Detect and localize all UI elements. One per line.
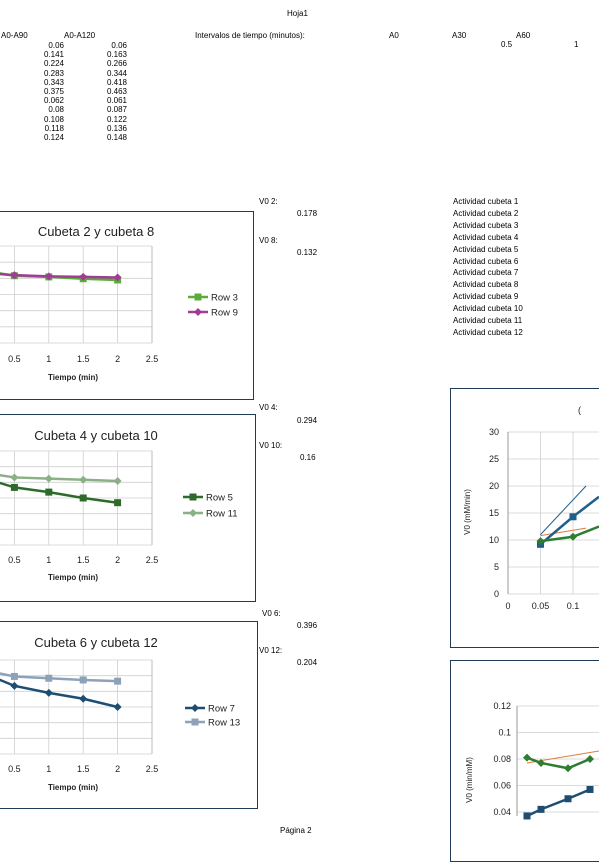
y-tick-label: 0.06: [493, 781, 511, 791]
y-tick-label: 5: [494, 562, 499, 572]
y-tick-label: 0.12: [493, 701, 511, 711]
y-tick-label: 20: [489, 481, 499, 491]
data-point: [45, 689, 53, 697]
data-point: [11, 484, 18, 491]
x-tick-label: 2: [115, 764, 120, 774]
data-point: [10, 682, 18, 690]
y-tick-label: 30: [489, 427, 499, 437]
data-point: [114, 678, 121, 685]
data-point: [524, 812, 531, 819]
x-tick-label: 0.1: [567, 601, 580, 611]
data-point: [114, 703, 122, 711]
data-point: [189, 509, 197, 517]
x-tick-label: 1.5: [77, 764, 90, 774]
data-point: [80, 495, 87, 502]
data-point: [45, 489, 52, 496]
x-tick-label: 0: [505, 601, 510, 611]
data-point: [194, 308, 202, 316]
x-axis-label: Tiempo (min): [48, 783, 98, 792]
data-point: [114, 477, 122, 485]
data-point: [195, 294, 202, 301]
y-tick-label: 10: [489, 535, 499, 545]
legend-label: Row 7: [208, 704, 235, 715]
x-tick-label: 1: [46, 764, 51, 774]
legend-label: Row 3: [211, 293, 238, 304]
data-point: [191, 704, 199, 712]
y-axis-label: V0 (mM/min): [463, 489, 472, 535]
x-axis-label: Tiempo (min): [48, 373, 98, 382]
data-point: [45, 675, 52, 682]
x-tick-label: 1.5: [77, 354, 90, 364]
x-tick-label: 0.5: [8, 555, 21, 565]
x-tick-label: 2.5: [146, 555, 159, 565]
data-point: [570, 513, 577, 520]
data-point: [523, 754, 531, 762]
legend-label: Row 5: [206, 493, 233, 504]
chart-title-fragment: (: [578, 405, 581, 415]
x-tick-label: 2.5: [146, 354, 159, 364]
x-tick-label: 2.5: [146, 764, 159, 774]
x-tick-label: 0.5: [8, 354, 21, 364]
data-point: [569, 533, 577, 541]
x-tick-label: 0.05: [532, 601, 550, 611]
x-tick-label: 2: [115, 555, 120, 565]
x-axis-label: Tiempo (min): [48, 573, 98, 582]
chart-title: Cubeta 6 y cubeta 12: [34, 635, 158, 650]
data-point: [587, 786, 594, 793]
data-point: [586, 755, 594, 763]
y-tick-label: 0.08: [493, 754, 511, 764]
y-tick-label: 0.1: [498, 728, 511, 738]
x-tick-label: 1: [46, 555, 51, 565]
legend-label: Row 9: [211, 308, 238, 319]
data-point: [45, 475, 53, 483]
data-point: [114, 499, 121, 506]
y-tick-label: 25: [489, 454, 499, 464]
data-point: [190, 494, 197, 501]
data-point: [79, 695, 87, 703]
data-point: [538, 806, 545, 813]
x-tick-label: 1.5: [77, 555, 90, 565]
data-point: [10, 473, 18, 481]
legend-label: Row 11: [206, 509, 238, 520]
data-point: [565, 795, 572, 802]
y-axis-label: V0 (min/mM): [465, 757, 474, 803]
y-tick-label: 0: [494, 589, 499, 599]
data-point: [11, 673, 18, 680]
chart-title: Cubeta 4 y cubeta 10: [34, 428, 158, 443]
x-tick-label: 2: [115, 354, 120, 364]
data-point: [564, 764, 572, 772]
series-line: [0, 472, 118, 481]
legend-label: Row 13: [208, 718, 240, 729]
trend-line: [541, 486, 587, 535]
chart-title: Cubeta 2 y cubeta 8: [38, 224, 154, 239]
y-tick-label: 15: [489, 508, 499, 518]
data-point: [192, 719, 199, 726]
data-point: [80, 676, 87, 683]
x-tick-label: 0.5: [8, 764, 21, 774]
y-tick-label: 0.04: [493, 807, 511, 817]
x-tick-label: 1: [46, 354, 51, 364]
